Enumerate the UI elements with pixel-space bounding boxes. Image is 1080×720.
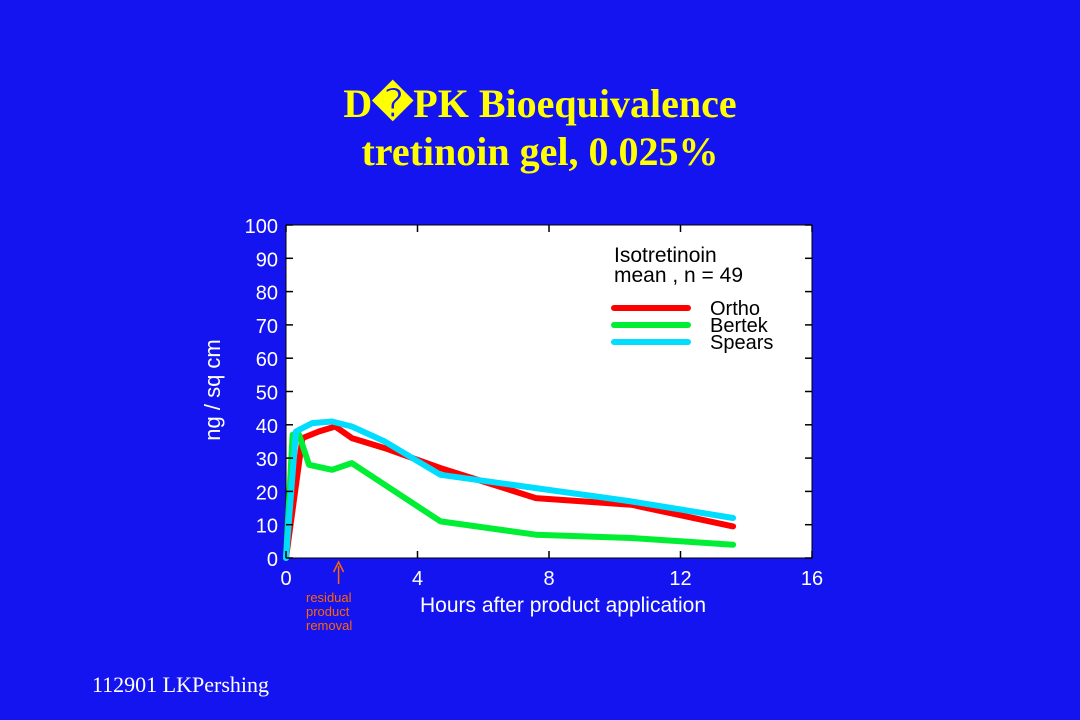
legend-label-ortho: Ortho (710, 298, 760, 320)
x-axis: 0 4 8 12 16 (280, 225, 823, 590)
y-tick-label-7: 70 (256, 316, 278, 338)
footer-credit: 112901 LKPershing (92, 672, 270, 697)
y-axis: 0 10 20 30 40 50 60 70 80 90 100 (245, 216, 812, 571)
legend-heading-line-1: Isotretinoin (614, 244, 717, 267)
annotation-arrow-head (332, 560, 345, 573)
legend: Isotretinoin mean , n = 49 OrthoBertekSp… (611, 244, 773, 354)
annotation-text-line-1: product (306, 604, 350, 619)
x-tick-label-0: 0 (280, 568, 291, 590)
x-axis-label: Hours after product application (420, 594, 706, 617)
y-tick-label-5: 50 (256, 383, 278, 405)
y-tick-label-1: 10 (256, 516, 278, 538)
legend-heading-line-2: mean , n = 49 (614, 264, 743, 287)
x-tick-label-2: 8 (543, 568, 554, 590)
slide-title-line-1: D�PK Bioequivalence (343, 81, 737, 126)
y-tick-label-4: 40 (256, 416, 278, 438)
y-tick-label-8: 80 (256, 283, 278, 305)
series-layer (283, 418, 737, 561)
plot-area (285, 224, 813, 559)
y-tick-label-10: 100 (245, 216, 278, 238)
y-axis-label: ng / sq cm (200, 339, 225, 440)
legend-label-spears: Spears (710, 332, 773, 354)
x-tick-label-4: 16 (801, 568, 823, 590)
annotation-text-line-2: removal (306, 618, 352, 633)
slide-title-line-2: tretinoin gel, 0.025% (361, 129, 719, 174)
annotation-text-line-0: residual (306, 590, 352, 605)
y-tick-label-6: 60 (256, 349, 278, 371)
legend-label-bertek: Bertek (710, 315, 769, 337)
x-tick-label-1: 4 (412, 568, 423, 590)
series-line-spears (283, 418, 737, 561)
x-tick-label-3: 12 (669, 568, 691, 590)
y-tick-label-0: 0 (267, 549, 278, 571)
y-tick-label-2: 20 (256, 482, 278, 504)
series-line-ortho (283, 423, 737, 561)
y-tick-label-3: 30 (256, 449, 278, 471)
y-tick-label-9: 90 (256, 249, 278, 271)
